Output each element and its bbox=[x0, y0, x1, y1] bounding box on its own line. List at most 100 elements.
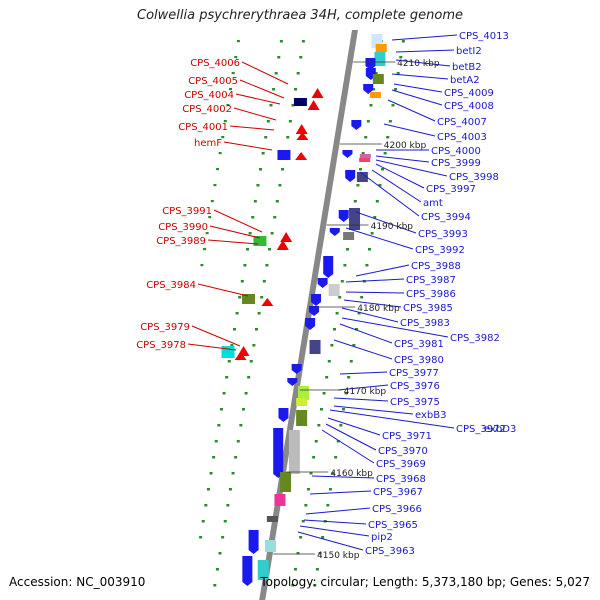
track-dot bbox=[343, 264, 347, 267]
gene-arrow-reverse bbox=[365, 58, 376, 70]
track-dot bbox=[238, 296, 242, 299]
leader-line bbox=[391, 89, 443, 106]
track-dot bbox=[234, 56, 238, 59]
leader-line bbox=[345, 227, 414, 250]
track-dot bbox=[223, 520, 227, 523]
track-dot bbox=[241, 408, 245, 411]
gene-arrow-reverse bbox=[329, 228, 340, 236]
gene-label-right: CPS_3986 bbox=[406, 289, 456, 300]
gene-label-right: CPS_3976 bbox=[390, 381, 440, 392]
track-dot bbox=[372, 88, 376, 91]
track-dot bbox=[261, 152, 265, 155]
track-dot bbox=[340, 280, 344, 283]
leader-line bbox=[187, 343, 237, 351]
track-dot bbox=[209, 472, 213, 475]
track-dot bbox=[212, 456, 216, 459]
track-dot bbox=[259, 168, 263, 171]
track-dot bbox=[313, 584, 317, 587]
gene-label-right: CPS_3969 bbox=[376, 459, 426, 470]
gene-block bbox=[242, 294, 256, 304]
gene-label-right: exbB3 bbox=[415, 410, 446, 421]
track-dot bbox=[299, 536, 303, 539]
track-dot bbox=[296, 72, 300, 75]
gene-label-left: hemF bbox=[194, 138, 222, 149]
leader-line bbox=[345, 291, 405, 294]
leader-line bbox=[333, 339, 393, 360]
gene-label-right: CPS_3992 bbox=[415, 245, 465, 256]
gene-arrow-reverse bbox=[278, 408, 289, 422]
gene-label-left: CPS_4004 bbox=[184, 90, 234, 101]
leader-line bbox=[375, 155, 430, 163]
track-dot bbox=[327, 360, 331, 363]
track-dot bbox=[228, 488, 232, 491]
track-dot bbox=[270, 232, 274, 235]
leader-line bbox=[355, 211, 417, 234]
gene-arrow-forward bbox=[280, 232, 293, 242]
gene-arrow-reverse bbox=[309, 306, 320, 316]
track-dot bbox=[240, 280, 244, 283]
gene-label-left: CPS_4006 bbox=[190, 58, 240, 69]
gene-block bbox=[293, 98, 307, 106]
track-dot bbox=[366, 120, 370, 123]
track-dot bbox=[386, 136, 390, 139]
gene-arrow-forward bbox=[234, 352, 247, 360]
track-dot bbox=[349, 360, 353, 363]
track-dot bbox=[248, 232, 252, 235]
genome-backbone bbox=[259, 30, 358, 600]
track-dot bbox=[346, 248, 350, 251]
track-dot bbox=[213, 584, 217, 587]
gene-label-right: CPS_3982 bbox=[450, 333, 500, 344]
track-dot bbox=[205, 232, 209, 235]
leader-line bbox=[375, 159, 448, 177]
track-dot bbox=[215, 568, 219, 571]
track-dot bbox=[328, 488, 332, 491]
scale-labels: 4210 kbp 4200 kbp 4190 kbp 4180 kbp 4170 kbp… bbox=[273, 59, 440, 561]
gene-arrow-reverse bbox=[338, 210, 349, 222]
gene-label-right: CPS_3967 bbox=[373, 487, 423, 498]
gene-arrow-reverse bbox=[345, 170, 356, 182]
track-dot bbox=[279, 40, 283, 43]
track-dot bbox=[314, 440, 318, 443]
track-dot bbox=[335, 312, 339, 315]
gene-label-left: CPS_3978 bbox=[136, 340, 186, 351]
gene-label-left: CPS_3984 bbox=[146, 280, 196, 291]
gene-arrow-reverse bbox=[351, 120, 362, 130]
track-dot bbox=[226, 504, 230, 507]
scale-label: 4150 kbp bbox=[317, 551, 360, 561]
leader-line bbox=[303, 519, 367, 525]
track-dot bbox=[262, 280, 266, 283]
track-dot bbox=[231, 72, 235, 75]
track-dot bbox=[312, 456, 316, 459]
track-dot bbox=[246, 248, 250, 251]
gene-block bbox=[257, 560, 269, 580]
track-dot bbox=[269, 104, 273, 107]
gene-label-right: CPS_3968 bbox=[376, 474, 426, 485]
gene-block bbox=[253, 236, 267, 246]
track-dot bbox=[365, 264, 369, 267]
gene-label-right: CPS_4007 bbox=[437, 117, 487, 128]
track-dot bbox=[388, 120, 392, 123]
leader-line bbox=[235, 93, 281, 105]
track-dot bbox=[375, 200, 379, 203]
gene-arrow-forward bbox=[311, 88, 324, 98]
gene-block bbox=[349, 208, 361, 230]
track-dot bbox=[218, 552, 222, 555]
track-dot bbox=[301, 40, 305, 43]
gene-label-left: CPS_3989 bbox=[156, 236, 206, 247]
track-dot bbox=[257, 312, 261, 315]
track-dot bbox=[301, 520, 305, 523]
track-dot bbox=[373, 216, 377, 219]
track-dot bbox=[317, 424, 321, 427]
track-dot bbox=[275, 200, 279, 203]
gene-label-right: CPS_3970 bbox=[378, 446, 428, 457]
track-dot bbox=[201, 520, 205, 523]
track-dot bbox=[347, 376, 351, 379]
leader-line bbox=[191, 325, 241, 347]
gene-block bbox=[343, 232, 355, 240]
track-dot bbox=[200, 264, 204, 267]
gene-labels: CPS_4006 CPS_4005 CPS_4004 CPS_4002 CPS_4001… bbox=[136, 31, 516, 557]
track-dot bbox=[230, 344, 234, 347]
track-dot bbox=[304, 504, 308, 507]
leader-line bbox=[197, 283, 249, 297]
gene-label-right: exbD3 bbox=[484, 424, 516, 435]
